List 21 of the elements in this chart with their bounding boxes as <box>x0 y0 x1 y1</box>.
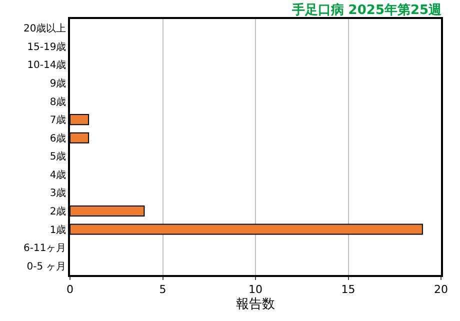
x-tick-label: 20 <box>434 282 448 296</box>
y-tick-label: 8歳 <box>50 96 66 108</box>
y-tick-label: 5歳 <box>50 150 66 163</box>
y-tick-label: 7歳 <box>50 114 66 126</box>
y-tick-label: 9歳 <box>50 78 66 90</box>
y-tick-label: 0-5 ヶ月 <box>26 261 66 272</box>
y-tick-label: 1歳 <box>50 224 66 236</box>
x-tick-label: 15 <box>341 282 356 296</box>
y-tick-label: 20歳以上 <box>24 22 66 35</box>
y-tick-label: 2歳 <box>50 206 66 218</box>
x-tick-label: 0 <box>66 282 74 296</box>
x-tick-label: 10 <box>248 282 262 296</box>
x-axis-title: 報告数 <box>236 297 275 312</box>
y-tick-label: 10-14歳 <box>27 59 66 72</box>
y-tick-label: 15-19歳 <box>27 40 66 53</box>
y-tick-label: 6歳 <box>50 132 66 144</box>
chart-title: 手足口病 2025年第25週 <box>290 2 443 18</box>
y-tick-label: 4歳 <box>50 168 66 181</box>
x-tick-label: 5 <box>159 282 166 296</box>
y-tick-label: 3歳 <box>50 187 66 200</box>
y-tick-label: 6-11ヶ月 <box>24 243 66 254</box>
